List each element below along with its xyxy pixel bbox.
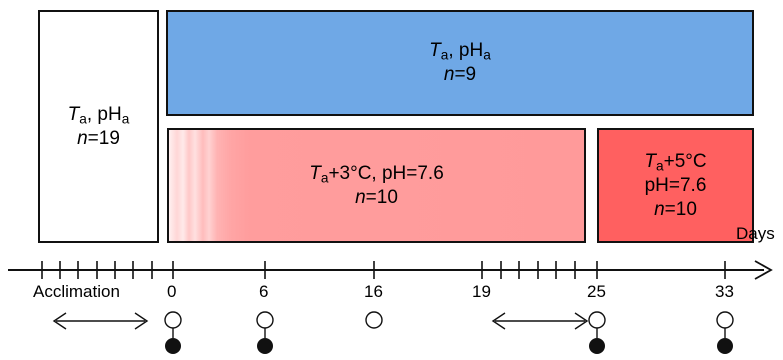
acclimation-label: Acclimation [33,282,120,301]
day-label-6: 6 [259,282,269,301]
filled-circle-marker [717,338,733,354]
day-label-0: 0 [167,282,177,301]
acclimation-box-condition: Ta, pHa [67,103,130,126]
control-box-n: n=9 [443,64,477,85]
sampling-day-6 [256,311,274,354]
day-label-16: 16 [364,282,383,301]
sampling-day-0 [164,311,182,354]
timeline-ticks [41,261,726,279]
days-axis-label: Days [736,224,775,243]
plus5-box-condition: Ta+5°C [644,150,707,173]
day-label-25: 25 [587,282,606,301]
sampling-day-33 [716,311,734,354]
interval-duration-arrow [491,312,589,330]
filled-circle-marker [257,338,273,354]
open-circle-marker [164,311,182,329]
plus3-treatment-box: Ta+3°C, pH=7.6 n=10 [167,128,586,243]
plus5-box-ph: pH=7.6 [644,174,707,196]
acclimation-box-n: n=19 [77,127,120,149]
open-circle-marker [365,311,383,329]
control-box-condition: Ta, pHa [429,40,491,63]
timeline-axis-arrowhead [754,260,773,280]
sampling-day-25 [588,311,606,354]
plus3-box-condition: Ta+3°C, pH=7.6 [309,162,444,185]
plus5-treatment-box: Ta+5°C pH=7.6 n=10 [597,128,754,243]
control-treatment-box: Ta, pHa n=9 [166,10,754,116]
plus5-box-n: n=10 [654,198,697,220]
day-label-19: 19 [472,282,491,301]
open-circle-marker [588,311,606,329]
open-circle-marker [256,311,274,329]
filled-circle-marker [589,338,605,354]
acclimation-box: Ta, pHa n=19 [38,10,159,243]
plus3-box-n: n=10 [355,186,398,208]
open-circle-marker [716,311,734,329]
sampling-day-16 [365,311,383,329]
day-label-33: 33 [715,282,734,301]
filled-circle-marker [165,338,181,354]
acclimation-duration-arrow [52,312,149,330]
